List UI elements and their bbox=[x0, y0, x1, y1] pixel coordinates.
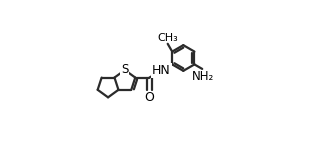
Text: CH₃: CH₃ bbox=[157, 33, 178, 43]
Text: HN: HN bbox=[152, 64, 171, 77]
Text: NH₂: NH₂ bbox=[191, 70, 214, 83]
Text: S: S bbox=[121, 63, 129, 76]
Text: O: O bbox=[145, 91, 154, 104]
